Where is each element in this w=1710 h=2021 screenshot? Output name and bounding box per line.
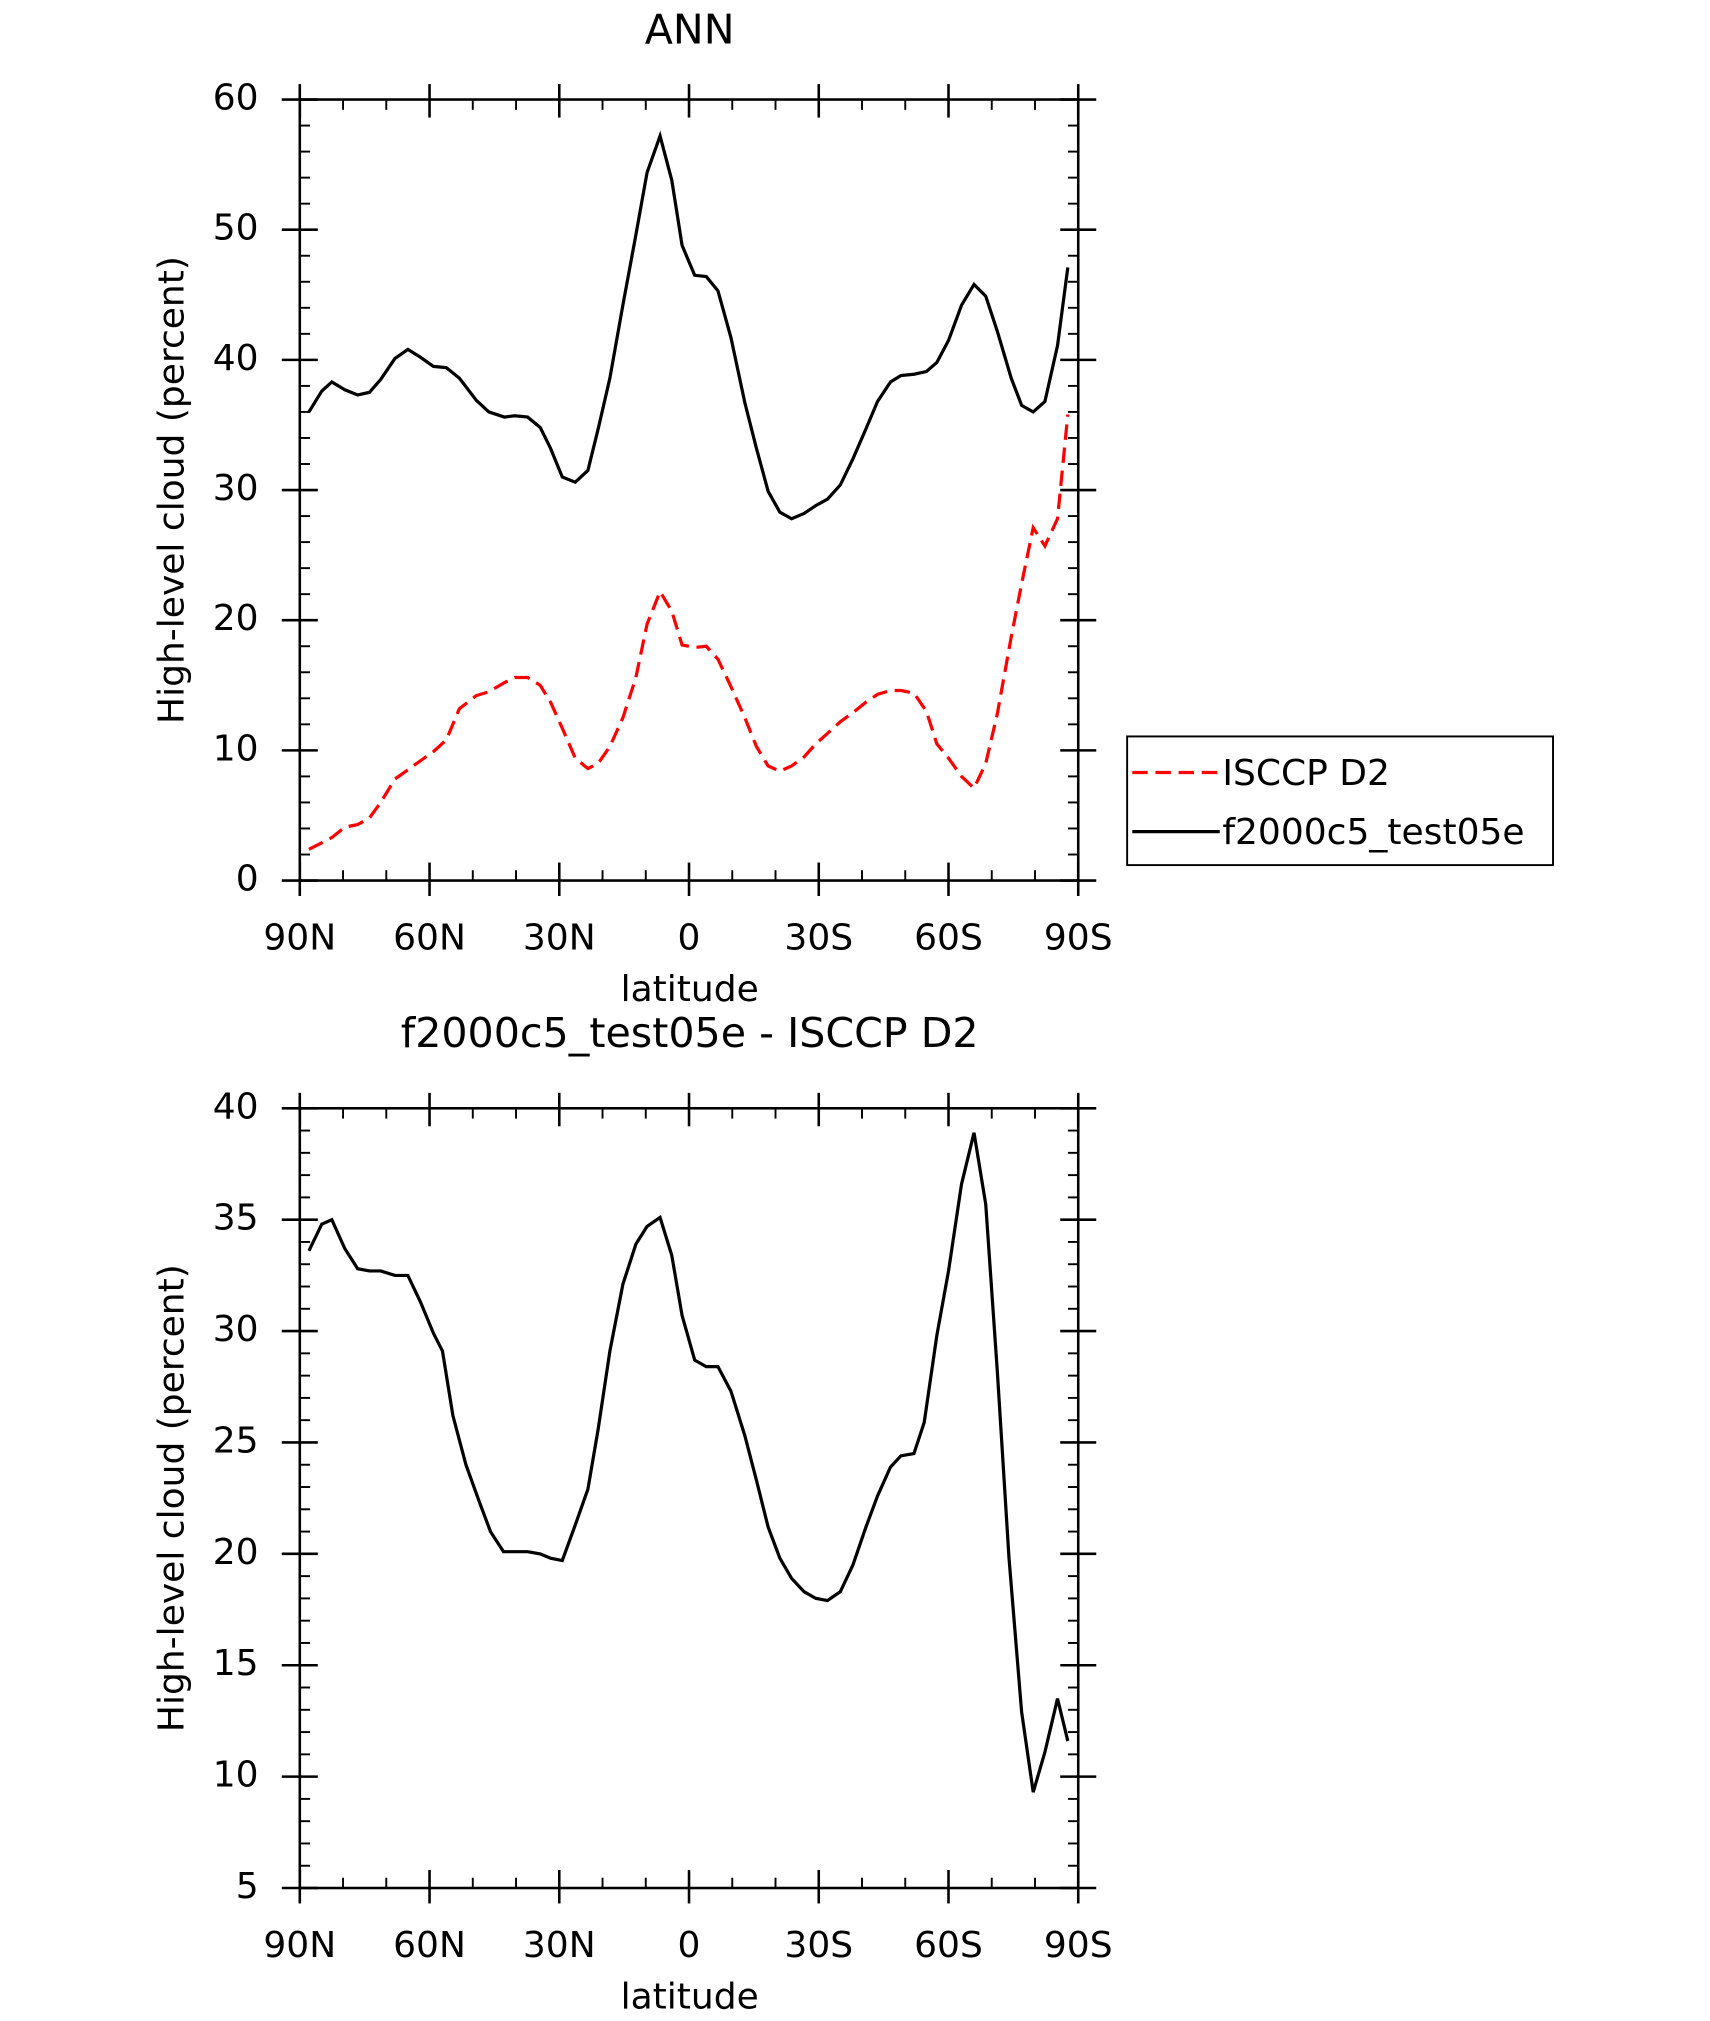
y-axis-label: High-level cloud (percent) xyxy=(152,256,193,724)
line-series xyxy=(308,414,1070,851)
x-tick-label: 30N xyxy=(523,1925,596,1966)
y-tick-label: 15 xyxy=(213,1643,259,1684)
y-tick-label: 60 xyxy=(213,78,259,119)
x-tick-label: 60N xyxy=(393,1925,466,1966)
x-tick-label: 30S xyxy=(784,1925,853,1966)
y-tick-label: 10 xyxy=(213,1755,259,1796)
y-axis-label: High-level cloud (percent) xyxy=(152,1264,193,1732)
y-tick-label: 20 xyxy=(213,1532,259,1573)
legend-label: ISCCP D2 xyxy=(1222,753,1390,794)
y-tick-label: 35 xyxy=(213,1198,259,1239)
x-tick-label: 60S xyxy=(914,1925,983,1966)
y-tick-label: 20 xyxy=(213,598,259,639)
x-tick-label: 30N xyxy=(523,918,596,959)
x-tick-label: 0 xyxy=(678,918,701,959)
line-series xyxy=(307,130,1070,521)
x-tick-label: 60N xyxy=(393,918,466,959)
x-tick-label: 90N xyxy=(263,918,336,959)
plot-frame xyxy=(298,1107,1080,1890)
y-tick-label: 50 xyxy=(213,208,259,249)
y-tick-label: 30 xyxy=(213,468,259,509)
x-tick-label: 90S xyxy=(1044,1925,1113,1966)
x-tick-label: 60S xyxy=(914,918,983,959)
line-series xyxy=(307,1132,1070,1793)
x-tick-label: 90S xyxy=(1044,918,1113,959)
x-tick-label: 30S xyxy=(784,918,853,959)
y-tick-label: 40 xyxy=(213,1086,259,1127)
legend-label: f2000c5_test05e xyxy=(1222,812,1524,853)
y-tick-label: 0 xyxy=(236,859,259,900)
y-tick-label: 30 xyxy=(213,1309,259,1350)
y-tick-label: 10 xyxy=(213,728,259,769)
legend-box xyxy=(1126,735,1554,867)
chart-title: ANN xyxy=(645,6,735,54)
x-axis-label: latitude xyxy=(621,1977,759,2018)
x-tick-label: 90N xyxy=(263,1925,336,1966)
x-tick-label: 0 xyxy=(678,1925,701,1966)
y-tick-label: 25 xyxy=(213,1420,259,1461)
y-tick-label: 5 xyxy=(236,1866,259,1907)
y-tick-label: 40 xyxy=(213,338,259,379)
x-axis-label: latitude xyxy=(621,969,759,1010)
chart-title: f2000c5_test05e - ISCCP D2 xyxy=(401,1009,979,1057)
